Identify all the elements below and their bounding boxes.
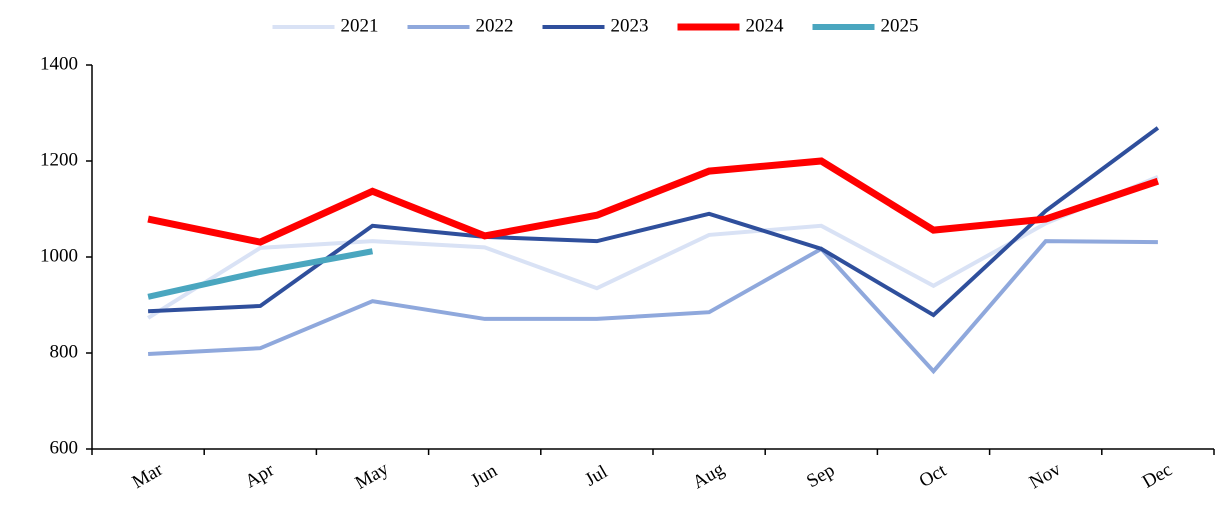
- x-tick-label: Sep: [803, 460, 838, 492]
- legend-label: 2021: [341, 15, 379, 36]
- y-tick-label: 1400: [40, 53, 78, 74]
- legend-label: 2024: [746, 15, 785, 36]
- x-tick-label: Mar: [129, 459, 167, 493]
- x-tick-label: Nov: [1026, 458, 1065, 493]
- x-tick-label: Dec: [1139, 459, 1176, 492]
- x-tick-label: Jun: [467, 460, 501, 492]
- y-tick-label: 1200: [40, 149, 78, 170]
- y-tick-label: 600: [50, 437, 79, 458]
- legend-label: 2022: [476, 15, 514, 36]
- legend-label: 2023: [611, 15, 649, 36]
- series-line: [147, 239, 1158, 375]
- x-tick-label: Jul: [581, 461, 611, 490]
- y-tick-label: 800: [50, 341, 79, 362]
- y-tick-label: 1000: [40, 245, 78, 266]
- series-line: [147, 157, 1160, 246]
- legend-label: 2025: [881, 15, 919, 36]
- series-line: [147, 248, 374, 300]
- series-line: [148, 126, 1160, 318]
- x-tick-label: Apr: [242, 459, 279, 492]
- x-tick-label: May: [352, 458, 393, 494]
- x-tick-label: Aug: [689, 458, 728, 493]
- x-tick-label: Oct: [916, 460, 951, 492]
- series-line: [147, 174, 1159, 320]
